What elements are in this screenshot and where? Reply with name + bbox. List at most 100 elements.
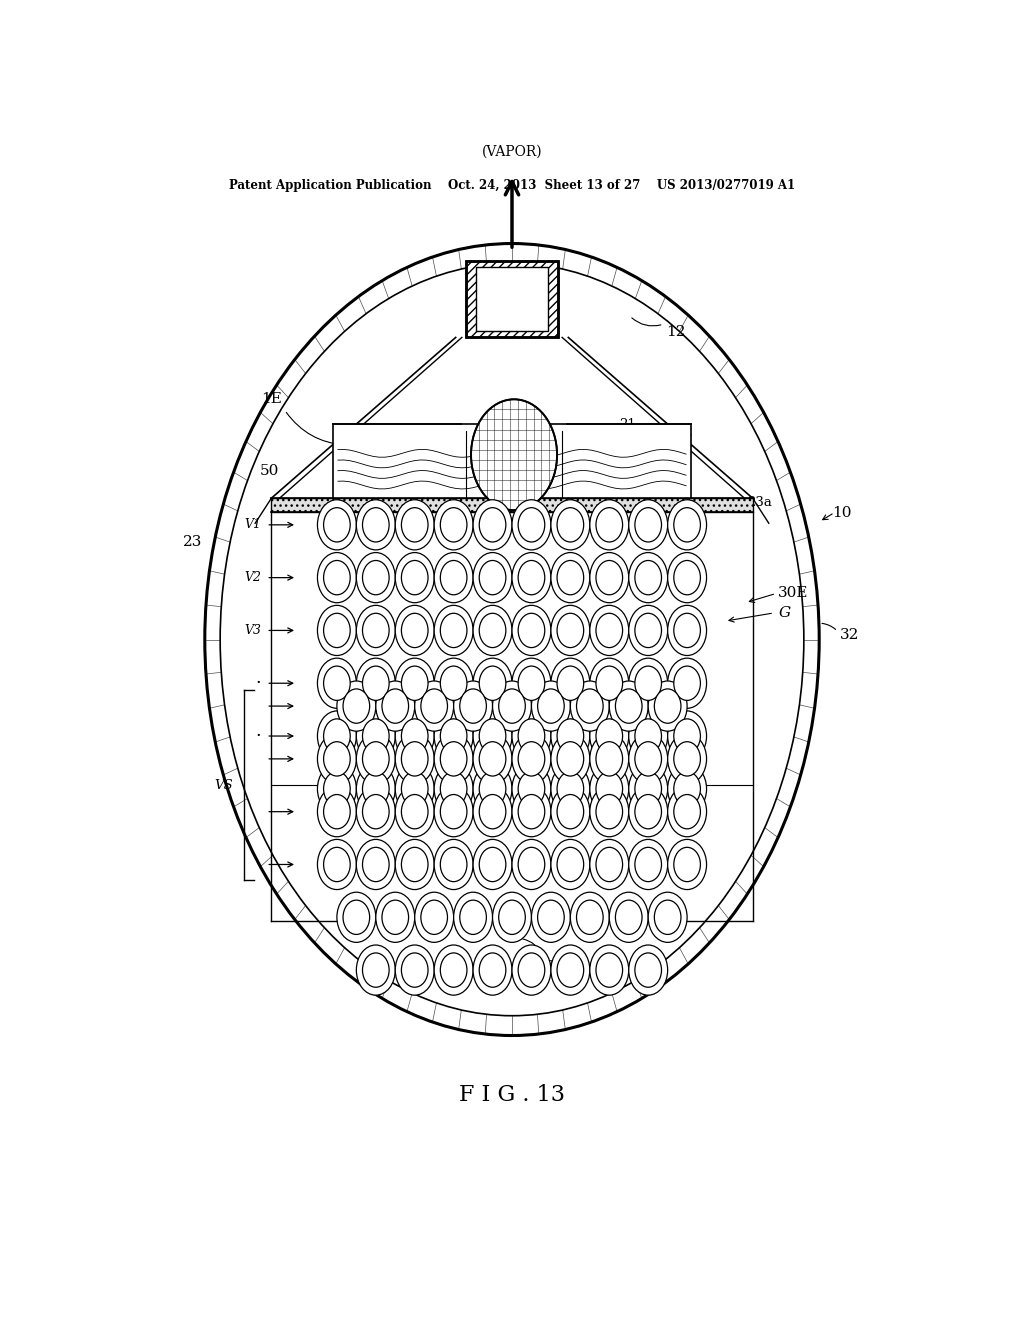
Circle shape [473,764,512,814]
Circle shape [557,847,584,882]
Circle shape [518,772,545,807]
Circle shape [635,667,662,701]
Circle shape [324,561,350,595]
Circle shape [356,500,395,550]
Circle shape [674,742,700,776]
Circle shape [551,606,590,656]
Circle shape [324,847,350,882]
Circle shape [577,900,603,935]
Circle shape [570,892,609,942]
Circle shape [551,787,590,837]
Circle shape [629,500,668,550]
Circle shape [454,892,493,942]
Circle shape [479,772,506,807]
Circle shape [629,764,668,814]
Circle shape [337,892,376,942]
Circle shape [362,561,389,595]
Text: V1: V1 [244,519,261,532]
Circle shape [473,659,512,709]
Circle shape [518,795,545,829]
Circle shape [473,734,512,784]
Circle shape [479,742,506,776]
Text: 31: 31 [546,960,564,974]
Circle shape [590,553,629,603]
Circle shape [317,840,356,890]
Circle shape [440,772,467,807]
Circle shape [324,719,350,754]
Circle shape [518,719,545,754]
Circle shape [343,689,370,723]
Circle shape [376,892,415,942]
Circle shape [538,900,564,935]
Circle shape [421,900,447,935]
Circle shape [557,719,584,754]
Circle shape [440,847,467,882]
Text: G: G [778,606,791,620]
Circle shape [596,508,623,543]
Circle shape [460,900,486,935]
Circle shape [674,795,700,829]
Circle shape [415,681,454,731]
Bar [466,260,558,338]
Circle shape [512,500,551,550]
Text: 30E: 30E [778,586,809,601]
Circle shape [401,719,428,754]
Circle shape [434,945,473,995]
Circle shape [551,734,590,784]
Circle shape [577,689,603,723]
Circle shape [518,742,545,776]
Circle shape [512,840,551,890]
Circle shape [479,719,506,754]
Circle shape [512,711,551,762]
Circle shape [590,711,629,762]
Circle shape [415,892,454,942]
Text: 23: 23 [183,535,203,549]
Circle shape [479,847,506,882]
Circle shape [596,847,623,882]
Circle shape [518,953,545,987]
Circle shape [434,500,473,550]
Circle shape [557,561,584,595]
Text: V3: V3 [244,624,261,638]
Circle shape [356,734,395,784]
Text: F I G . 13: F I G . 13 [459,1084,565,1106]
Circle shape [324,667,350,701]
Circle shape [382,900,409,935]
Circle shape [454,681,493,731]
Circle shape [317,787,356,837]
Circle shape [668,500,707,550]
Circle shape [434,659,473,709]
Circle shape [440,795,467,829]
Circle shape [362,847,389,882]
Circle shape [551,711,590,762]
Circle shape [674,719,700,754]
Circle shape [635,719,662,754]
Circle shape [570,681,609,731]
Circle shape [557,953,584,987]
Circle shape [395,606,434,656]
Text: 1E: 1E [261,392,282,405]
Circle shape [551,500,590,550]
Circle shape [317,606,356,656]
Circle shape [590,945,629,995]
Circle shape [473,500,512,550]
Circle shape [434,764,473,814]
Circle shape [324,742,350,776]
Circle shape [629,734,668,784]
Circle shape [356,840,395,890]
Circle shape [635,847,662,882]
Bar [466,260,558,338]
Circle shape [317,764,356,814]
Circle shape [362,953,389,987]
Circle shape [324,772,350,807]
Circle shape [440,742,467,776]
Circle shape [362,795,389,829]
Circle shape [343,900,370,935]
Circle shape [395,500,434,550]
Text: 22a: 22a [350,490,375,503]
Circle shape [479,561,506,595]
Circle shape [609,892,648,942]
Circle shape [635,508,662,543]
Circle shape [635,953,662,987]
Circle shape [590,734,629,784]
